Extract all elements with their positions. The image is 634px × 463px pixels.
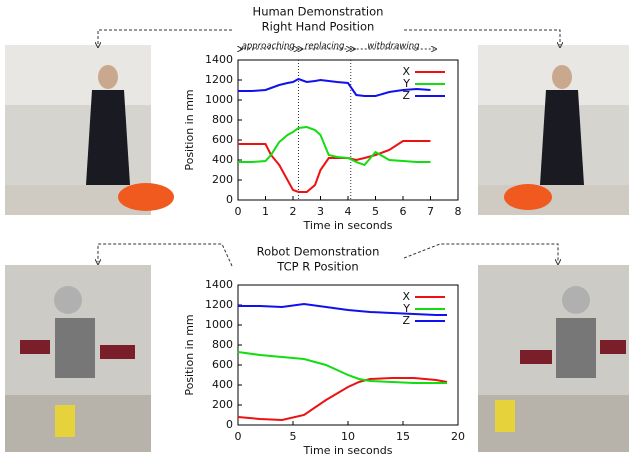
phase-label: withdrawing — [367, 42, 420, 52]
photo-human-end — [478, 45, 629, 215]
x-tick-label: 8 — [455, 205, 462, 218]
chart-title: Human Demonstration — [253, 5, 384, 19]
x-tick-label: 0 — [235, 205, 242, 218]
legend-label: Z — [402, 89, 410, 102]
y-tick-label: 200 — [212, 398, 233, 411]
x-tick-label: 20 — [451, 430, 465, 443]
y-axis-label: Position in mm — [183, 89, 196, 170]
y-tick-label: 400 — [212, 153, 233, 166]
y-tick-label: 1200 — [205, 73, 233, 86]
y-tick-label: 1200 — [205, 298, 233, 311]
x-tick-label: 5 — [290, 430, 297, 443]
x-tick-label: 4 — [345, 205, 352, 218]
x-tick-label: 1 — [262, 205, 269, 218]
legend-label: Z — [402, 314, 410, 327]
figure: Human DemonstrationRight Hand Position 0 2… — [0, 0, 634, 459]
x-tick-label: 15 — [396, 430, 410, 443]
y-tick-label: 800 — [212, 338, 233, 351]
photo-robot-end — [478, 265, 629, 452]
x-axis-label: Time in seconds — [303, 219, 393, 232]
x-tick-label: 5 — [372, 205, 379, 218]
y-tick-label: 1400 — [205, 278, 233, 291]
x-tick-label: 7 — [427, 205, 434, 218]
x-tick-label: 0 — [235, 430, 242, 443]
x-tick-label: 2 — [290, 205, 297, 218]
y-tick-label: 1000 — [205, 318, 233, 331]
plot-frame — [238, 60, 458, 200]
y-tick-label: 200 — [212, 173, 233, 186]
chart-title: Robot Demonstration — [257, 245, 380, 259]
chart-subtitle: TCP R Position — [276, 260, 358, 274]
phase-label: approaching — [242, 42, 296, 52]
y-tick-label: 1000 — [205, 93, 233, 106]
y-axis-label: Position in mm — [183, 314, 196, 395]
phase-label: replacing — [305, 42, 345, 52]
photo-human-start — [5, 45, 174, 215]
chart-subtitle: Right Hand Position — [262, 20, 375, 34]
y-tick-label: 600 — [212, 133, 233, 146]
photo-robot-start — [5, 265, 151, 452]
y-tick-label: 0 — [226, 193, 233, 206]
y-tick-label: 0 — [226, 418, 233, 431]
x-tick-label: 10 — [341, 430, 355, 443]
x-axis-label: Time in seconds — [303, 444, 393, 457]
y-tick-label: 800 — [212, 113, 233, 126]
y-tick-label: 400 — [212, 378, 233, 391]
y-tick-label: 600 — [212, 358, 233, 371]
x-tick-label: 6 — [400, 205, 407, 218]
x-tick-label: 3 — [317, 205, 324, 218]
y-tick-label: 1400 — [205, 53, 233, 66]
